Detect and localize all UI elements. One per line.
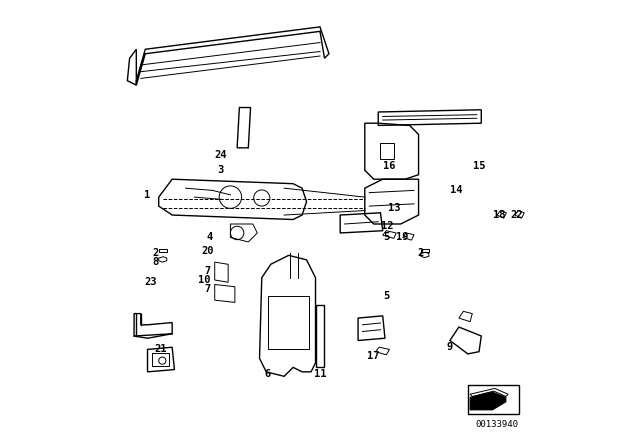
Text: 16: 16 — [383, 161, 396, 171]
Text: 11: 11 — [314, 369, 326, 379]
Text: 15: 15 — [473, 161, 485, 171]
Text: 00133940: 00133940 — [476, 420, 518, 429]
Text: 7: 7 — [204, 266, 210, 276]
Text: 21: 21 — [155, 345, 167, 354]
Text: 4: 4 — [206, 233, 212, 242]
Polygon shape — [470, 392, 506, 410]
Text: 1: 1 — [145, 190, 150, 200]
Text: 22: 22 — [511, 210, 524, 220]
Text: 6: 6 — [264, 369, 270, 379]
Bar — [468, 385, 520, 414]
Text: 23: 23 — [145, 277, 157, 287]
Text: 5: 5 — [383, 233, 389, 242]
Text: 3: 3 — [218, 165, 223, 175]
Text: 19: 19 — [396, 233, 408, 242]
Text: 8: 8 — [152, 257, 159, 267]
Bar — [152, 353, 169, 366]
Text: 24: 24 — [214, 150, 227, 159]
Text: 7: 7 — [204, 284, 210, 294]
Text: 20: 20 — [202, 246, 214, 256]
Bar — [316, 305, 324, 367]
Text: 9: 9 — [447, 342, 453, 352]
Text: 2: 2 — [152, 248, 159, 258]
Text: 12: 12 — [381, 221, 394, 231]
Text: 2: 2 — [418, 248, 424, 258]
Text: 18: 18 — [493, 210, 506, 220]
Bar — [269, 296, 309, 349]
Text: 10: 10 — [198, 275, 210, 285]
Text: 5: 5 — [383, 291, 389, 301]
Bar — [159, 249, 167, 252]
Bar — [421, 249, 429, 252]
Text: 13: 13 — [388, 203, 400, 213]
Text: 17: 17 — [367, 351, 379, 361]
Text: 14: 14 — [451, 185, 463, 195]
